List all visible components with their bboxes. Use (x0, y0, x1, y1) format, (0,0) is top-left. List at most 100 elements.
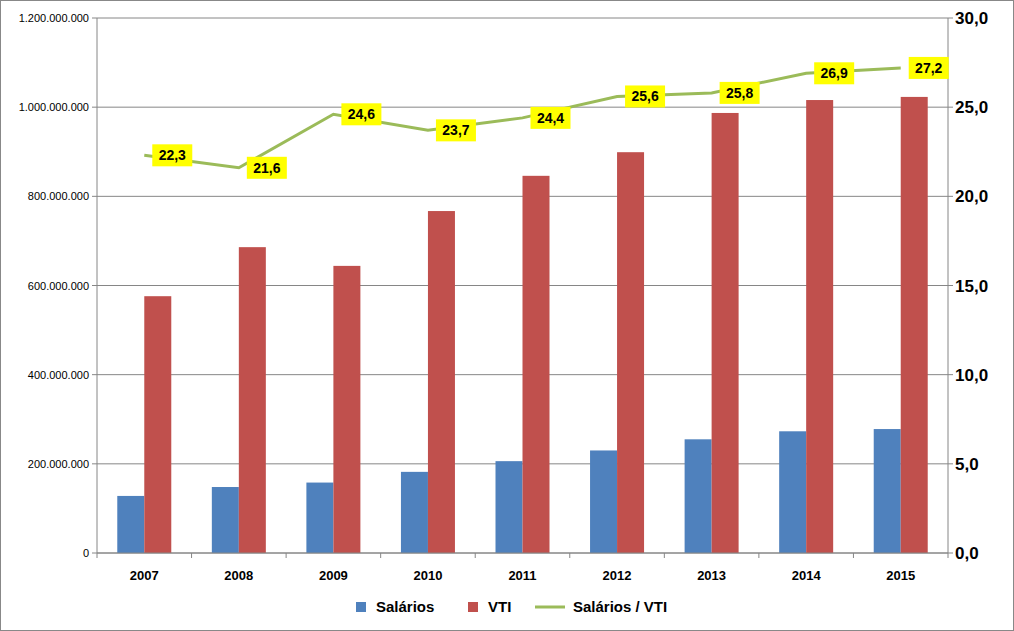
x-tick-label: 2014 (792, 568, 822, 583)
y-tick-label: 1.000.000.000 (19, 101, 89, 113)
bar (239, 247, 266, 553)
x-tick-mark (475, 553, 476, 558)
data-label-box (152, 144, 192, 166)
x-tick-mark (569, 553, 570, 558)
data-label-box (531, 107, 571, 129)
data-label-box (814, 62, 854, 84)
bar (617, 152, 644, 553)
x-tick-label: 2007 (130, 568, 159, 583)
data-label-box (909, 57, 949, 79)
data-label-box (341, 103, 381, 125)
data-label: 27,2 (915, 60, 942, 76)
data-label: 21,6 (253, 160, 280, 176)
chart-frame (1, 1, 1014, 631)
grid-line (97, 553, 948, 554)
tick-mark (948, 374, 953, 375)
tick-mark (948, 18, 953, 19)
tick-mark (92, 463, 97, 464)
y2-tick-label: 20,0 (955, 187, 988, 206)
tick-mark (948, 553, 953, 554)
legend-label: VTI (488, 598, 511, 615)
data-label-box (720, 82, 760, 104)
y-axis (97, 18, 98, 553)
bar (874, 429, 901, 553)
x-tick-mark (948, 553, 949, 558)
legend-swatch (468, 602, 478, 612)
bar (712, 113, 739, 553)
y-tick-label: 600.000.000 (28, 280, 89, 292)
legend-label: Salários / VTI (573, 598, 667, 615)
x-tick-mark (758, 553, 759, 558)
tick-mark (92, 18, 97, 19)
bar (401, 472, 428, 553)
bar (144, 296, 171, 553)
line (144, 68, 900, 168)
data-label: 26,9 (821, 65, 848, 81)
data-label: 24,6 (348, 106, 375, 122)
tick-mark (948, 463, 953, 464)
y2-tick-label: 5,0 (955, 455, 979, 474)
plot-area (117, 68, 927, 553)
data-label: 25,6 (631, 88, 658, 104)
tick-mark (92, 553, 97, 554)
y-tick-label: 800.000.000 (28, 190, 89, 202)
bar (333, 266, 360, 553)
y-tick-label: 200.000.000 (28, 458, 89, 470)
bar (428, 211, 455, 553)
legend-label: Salários (376, 598, 434, 615)
chart: 0 200.000.000 400.000.000 600.000.000 800.00… (0, 0, 1014, 631)
data-label: 23,7 (442, 122, 469, 138)
tick-mark (92, 196, 97, 197)
x-tick-label: 2015 (886, 568, 915, 583)
tick-mark (92, 374, 97, 375)
y-tick-label: 0 (83, 547, 89, 559)
y2-tick-label: 0,0 (955, 544, 979, 563)
data-label: 22,3 (159, 147, 186, 163)
tick-mark (92, 107, 97, 108)
x-tick-label: 2011 (508, 568, 536, 583)
legend: Salários VTI Salários / VTI (356, 598, 667, 615)
data-labels: 22,3 21,6 24,6 23,7 24,4 25,6 25,8 26,9 27,2 (152, 57, 948, 179)
bar (212, 487, 239, 553)
y2-axis (948, 18, 949, 553)
bar (806, 100, 833, 553)
x-tick-label: 2008 (224, 568, 253, 583)
bar (901, 97, 928, 553)
x-tick-label: 2012 (603, 568, 632, 583)
x-axis (97, 553, 948, 554)
bar (496, 461, 523, 553)
x-tick-label: 2013 (697, 568, 726, 583)
data-label: 24,4 (537, 110, 564, 126)
x-tick-mark (853, 553, 854, 558)
tick-mark (92, 285, 97, 286)
data-label-box (247, 157, 287, 179)
bar (523, 176, 550, 553)
data-label-box (436, 119, 476, 141)
y-tick-label: 1.200.000.000 (19, 12, 89, 24)
grid-line (97, 18, 948, 19)
x-tick-mark (97, 553, 98, 558)
y2-tick-label: 25,0 (955, 98, 988, 117)
data-label-box (625, 85, 665, 107)
y-tick-label: 400.000.000 (28, 369, 89, 381)
y2-tick-label: 10,0 (955, 366, 988, 385)
bar (685, 439, 712, 553)
tick-mark (948, 196, 953, 197)
y2-tick-label: 30,0 (955, 9, 988, 28)
y2-tick-label: 15,0 (955, 277, 988, 296)
bar (117, 496, 144, 553)
legend-swatch (356, 602, 366, 612)
legend-swatch (535, 606, 565, 609)
x-tick-mark (380, 553, 381, 558)
x-tick-label: 2009 (319, 568, 348, 583)
x-tick-mark (286, 553, 287, 558)
x-tick-label: 2010 (413, 568, 442, 583)
bar (306, 483, 333, 553)
tick-mark (948, 285, 953, 286)
bar (779, 431, 806, 553)
x-tick-mark (191, 553, 192, 558)
x-tick-mark (664, 553, 665, 558)
data-label: 25,8 (726, 85, 753, 101)
tick-mark (948, 107, 953, 108)
bar (590, 450, 617, 553)
